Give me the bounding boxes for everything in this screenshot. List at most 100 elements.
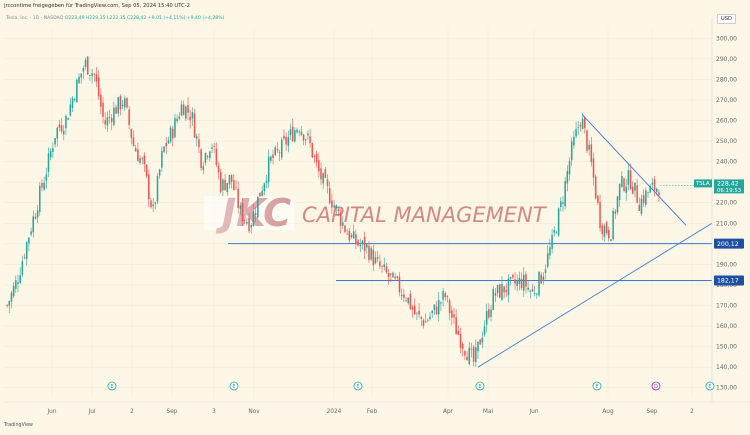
candle-body xyxy=(588,144,590,150)
candle-body xyxy=(248,217,250,232)
candle-body xyxy=(468,347,471,364)
candle-body xyxy=(418,310,420,315)
candle-body xyxy=(206,155,209,157)
candle-body xyxy=(6,305,8,306)
candle-body xyxy=(383,264,385,267)
support-trendline xyxy=(477,222,713,368)
candle-body xyxy=(8,301,11,306)
time-tick-label: Aug xyxy=(602,409,614,415)
candle-body xyxy=(108,116,111,118)
candle-body xyxy=(130,128,133,139)
candle-body xyxy=(274,147,276,155)
candle-body xyxy=(291,126,294,142)
candle-body xyxy=(525,274,527,287)
candle-body xyxy=(139,158,141,164)
candle-body xyxy=(84,59,87,67)
candle-body xyxy=(457,330,460,335)
candles[interactable] xyxy=(6,55,660,367)
footer-brand[interactable]: TradingView xyxy=(4,423,33,428)
candle-body xyxy=(442,290,444,300)
candle-body xyxy=(233,180,235,191)
candle-body xyxy=(437,299,440,315)
candle-body xyxy=(67,118,69,120)
candle-body xyxy=(80,73,82,78)
price-tick-label: 130,00 xyxy=(716,385,737,392)
candle-body xyxy=(333,205,335,208)
trendlines[interactable] xyxy=(477,114,713,368)
event-marker-label: D xyxy=(654,384,658,390)
time-tick-label: Jun xyxy=(528,409,538,415)
candle-body xyxy=(12,286,15,297)
candle-body xyxy=(128,109,130,126)
candle-body xyxy=(134,148,137,152)
candle-body xyxy=(285,136,287,145)
candle-body xyxy=(324,169,327,178)
candle-body xyxy=(562,202,564,204)
candle-body xyxy=(551,234,553,249)
time-tick-label: 2 xyxy=(130,409,134,415)
candle-body xyxy=(636,185,638,203)
candle-body xyxy=(172,128,174,139)
candle-body xyxy=(335,205,338,209)
candle-body xyxy=(126,97,128,108)
candle-body xyxy=(601,225,603,234)
candle-body xyxy=(309,136,311,144)
candle-body xyxy=(472,346,475,362)
event-marker xyxy=(475,381,485,391)
candle-body xyxy=(287,137,290,147)
candle-body xyxy=(200,149,202,169)
candle-body xyxy=(477,341,479,352)
candle-body xyxy=(86,56,89,75)
candle-body xyxy=(45,174,48,181)
price-tick-label: 270,00 xyxy=(716,97,737,104)
candle-body xyxy=(311,143,314,158)
candle-body xyxy=(649,186,651,193)
candle-body xyxy=(627,170,630,185)
candle-body xyxy=(577,127,580,129)
level-price-badge xyxy=(714,275,744,286)
candle-body xyxy=(307,133,309,136)
candle-body xyxy=(63,131,65,135)
time-axis[interactable]: Jun Jul 2 Sep 3 Nov 2024 Feb Apr Mai Jun Aug Sep 2 xyxy=(4,401,750,415)
event-marker xyxy=(592,381,602,391)
level-price-badge xyxy=(714,238,744,249)
candle-body xyxy=(174,118,176,138)
event-marker xyxy=(651,381,661,391)
candle-body xyxy=(350,234,353,238)
candle-body xyxy=(658,192,660,196)
currency-badge[interactable]: USD xyxy=(716,14,736,24)
price-tick-label: 290,00 xyxy=(716,56,737,63)
candle-body xyxy=(490,309,492,317)
price-tick-label: 240,00 xyxy=(716,159,737,166)
price-tick-label: 190,00 xyxy=(716,261,737,268)
candle-body xyxy=(618,183,621,200)
candle-body xyxy=(352,231,355,239)
candle-body xyxy=(76,79,78,103)
candle-body xyxy=(49,151,52,158)
candle-body xyxy=(400,294,403,296)
candle-body xyxy=(481,337,484,343)
candle-body xyxy=(163,146,165,152)
candle-body xyxy=(219,172,222,192)
candle-body xyxy=(331,200,333,208)
candle-body xyxy=(546,253,549,267)
candle-body xyxy=(409,293,412,309)
candle-body xyxy=(549,247,551,256)
candle-body xyxy=(211,147,213,149)
candle-body xyxy=(265,180,268,183)
candle-body xyxy=(215,148,218,165)
candle-body xyxy=(93,73,96,75)
candle-body xyxy=(100,94,102,107)
price-axis[interactable]: 300,00 290,00 280,00 270,00 260,00 250,00 240,… xyxy=(711,18,737,402)
candle-body xyxy=(514,279,516,284)
candle-body xyxy=(520,278,523,289)
candle-body xyxy=(372,249,375,266)
candle-body xyxy=(653,179,656,191)
horizontal-levels[interactable] xyxy=(228,243,712,281)
time-tick-label: Sep xyxy=(167,409,178,415)
price-tick-label: 250,00 xyxy=(716,138,737,145)
candle-body xyxy=(494,292,497,296)
